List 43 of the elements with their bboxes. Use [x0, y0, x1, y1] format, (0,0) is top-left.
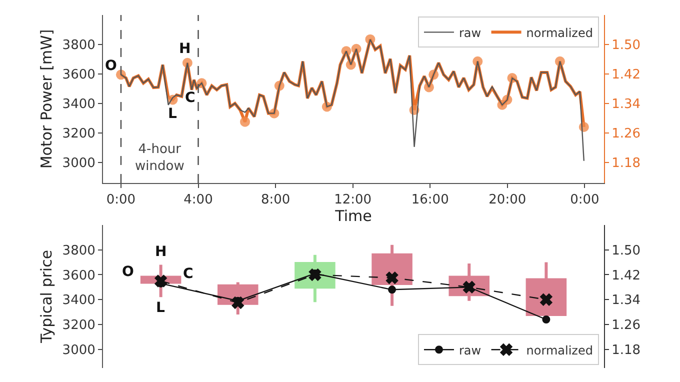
- y2-tick-label: 1.18: [612, 342, 641, 358]
- x-tick-label: 4:00: [184, 192, 213, 208]
- y-tick-label: 3000: [62, 156, 96, 171]
- annotation: 4-hour window: [135, 142, 185, 174]
- y2-tick-label: 1.26: [612, 126, 641, 142]
- y-tick-label: 3200: [62, 318, 96, 334]
- annotation: L: [168, 106, 177, 122]
- y2-tick-label: 1.42: [612, 268, 641, 284]
- legend-label: raw: [458, 343, 482, 358]
- y-tick-label: 3400: [62, 96, 96, 112]
- annotation: H: [179, 41, 191, 57]
- legend-label: raw: [458, 26, 482, 40]
- x-tick-label: 8:00: [260, 192, 290, 208]
- x-tick-label: 16:00: [411, 192, 449, 208]
- annotation: O: [105, 58, 117, 74]
- y2-tick-label: 1.18: [612, 156, 641, 171]
- y-tick-label: 3400: [62, 293, 96, 308]
- x-axis-title: Time: [334, 207, 372, 225]
- y2-tick-label: 1.34: [612, 293, 641, 308]
- y-axis-title: Typical price: [38, 250, 56, 344]
- y-tick-label: 3000: [62, 342, 96, 358]
- y-tick-label: 3200: [62, 126, 96, 142]
- y-tick-label: 3800: [62, 38, 96, 54]
- y-tick-label: 3600: [62, 68, 96, 82]
- annotation: C: [185, 90, 196, 106]
- x-tick-label: 0:00: [106, 192, 136, 208]
- x-tick-label: 20:00: [488, 192, 526, 208]
- y-tick-label: 3600: [62, 268, 96, 284]
- y2-tick-label: 1.42: [612, 68, 641, 82]
- y-tick-label: 3800: [62, 243, 96, 258]
- annotation: C: [183, 266, 194, 282]
- y2-tick-label: 1.50: [612, 38, 641, 54]
- annotation: O: [122, 264, 134, 280]
- x-tick-label: 12:00: [334, 192, 372, 208]
- legend-label: normalized: [526, 343, 593, 358]
- y2-tick-label: 1.26: [612, 318, 641, 334]
- legend-label: normalized: [526, 26, 593, 40]
- y2-tick-label: 1.34: [612, 96, 641, 112]
- annotation: H: [155, 244, 167, 260]
- x-tick-label: 0:00: [570, 192, 600, 208]
- annotation: L: [156, 300, 165, 316]
- y2-tick-label: 1.50: [612, 243, 641, 258]
- y-axis-title: Motor Power [mW]: [38, 29, 56, 169]
